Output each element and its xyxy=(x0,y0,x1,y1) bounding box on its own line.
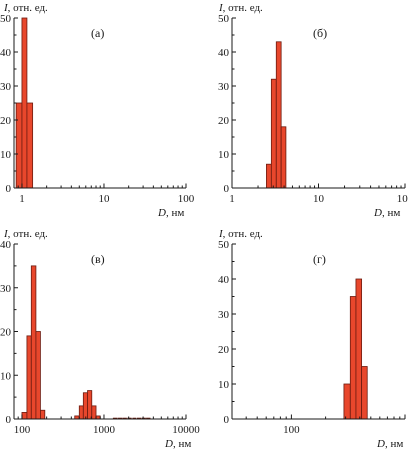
panel-a-ylabel: I, отн. ед. xyxy=(3,2,48,14)
panel-v-bar-7 xyxy=(82,392,88,420)
panel-a: I, отн. ед. (а) D, нм 0 10 20 30 40 50 1 10 100 xyxy=(0,2,195,219)
panel-v-xtick-label: 1000 xyxy=(93,424,116,436)
panel-v: I, отн. ед. (в) D, нм 0 10 20 30 40 100 1000 10… xyxy=(0,228,200,450)
panel-v-label: (в) xyxy=(91,252,105,266)
panel-a-ytick-label: 30 xyxy=(0,81,12,93)
panel-b-bar-3 xyxy=(280,126,287,189)
panel-v-xtick-label: 10000 xyxy=(172,424,200,436)
panel-b: I, отн. ед. (б) D, нм 0 10 20 30 40 50 1 10 100 xyxy=(218,2,408,219)
panel-v-bar-2 xyxy=(30,265,37,420)
panel-b-xlabel: D, нм xyxy=(373,207,400,219)
panel-b-ytick-label: 50 xyxy=(218,13,230,25)
panel-v-ytick-label: 0 xyxy=(6,414,12,426)
panel-a-xtick-label: 100 xyxy=(178,193,195,205)
panel-a-bar-0 xyxy=(15,102,23,189)
panel-a-xlabel: D, нм xyxy=(157,207,184,219)
panel-b-xtick-label: 1 xyxy=(229,193,235,205)
panel-g-ytick-label: 50 xyxy=(218,239,230,251)
panel-v-xtick-label: 100 xyxy=(14,424,31,436)
panel-a-label: (а) xyxy=(91,26,104,40)
panel-g-ytick-label: 0 xyxy=(224,414,230,426)
panel-g-ytick-label: 10 xyxy=(218,379,230,391)
panel-a-bar-2 xyxy=(26,102,34,189)
panel-a-xtick-label: 10 xyxy=(98,193,110,205)
panel-a-ytick-label: 10 xyxy=(0,149,12,161)
panel-g: I, отн. ед. (г) D, нм 0 10 20 30 40 50 100 xyxy=(218,228,406,450)
panel-g-ytick-label: 40 xyxy=(218,274,230,286)
panel-a-xtick-label: 1 xyxy=(19,193,25,205)
panel-b-bar-1 xyxy=(270,78,277,189)
panel-b-ytick-label: 40 xyxy=(218,47,230,59)
panel-g-label: (г) xyxy=(313,252,326,266)
panel-g-ytick-label: 20 xyxy=(218,344,230,356)
panel-v-bar-3 xyxy=(35,331,41,420)
panel-b-xtick-label: 100 xyxy=(397,193,408,205)
panel-b-ylabel: I, отн. ед. xyxy=(218,2,263,14)
panel-v-ytick-label: 20 xyxy=(0,327,12,339)
panel-b-ytick-label: 20 xyxy=(218,115,230,127)
panel-b-ytick-label: 0 xyxy=(224,183,230,195)
panel-g-bar-0 xyxy=(343,383,351,420)
panel-b-bar-0 xyxy=(266,163,272,189)
panel-a-ytick-label: 40 xyxy=(0,47,12,59)
panel-g-ytick-label: 30 xyxy=(218,309,230,321)
panel-v-bar-0 xyxy=(21,412,28,420)
panel-a-bar-1 xyxy=(21,17,28,189)
panel-g-xtick-label: 100 xyxy=(283,424,300,436)
panel-a-ytick-label: 20 xyxy=(0,115,12,127)
panel-a-ytick-label: 50 xyxy=(0,13,12,25)
panel-b-xtick-label: 10 xyxy=(313,193,325,205)
panel-v-bar-4 xyxy=(40,409,46,420)
panel-a-ytick-label: 0 xyxy=(6,183,12,195)
panel-v-bar-1 xyxy=(26,335,32,420)
panel-b-label: (б) xyxy=(313,26,327,40)
panel-v-ytick-label: 40 xyxy=(0,239,12,251)
panel-g-bar-2 xyxy=(355,278,363,420)
panel-v-bar-6 xyxy=(78,405,84,420)
panel-g-bar-1 xyxy=(349,296,357,420)
panel-b-ytick-label: 30 xyxy=(218,81,230,93)
panel-g-xlabel: D, нм xyxy=(376,438,403,450)
panel-v-ytick-label: 10 xyxy=(0,370,12,382)
panel-g-bar-3 xyxy=(361,366,368,420)
panel-v-bar-8 xyxy=(87,390,93,420)
panel-v-xlabel: D, нм xyxy=(164,438,191,450)
panel-g-ylabel: I, отн. ед. xyxy=(218,228,263,240)
panel-b-bar-2 xyxy=(275,41,282,189)
panel-b-ytick-label: 10 xyxy=(218,149,230,161)
panel-v-ytick-label: 30 xyxy=(0,283,12,295)
panel-v-ylabel: I, отн. ед. xyxy=(3,228,48,240)
panel-v-bar-9 xyxy=(91,405,97,420)
